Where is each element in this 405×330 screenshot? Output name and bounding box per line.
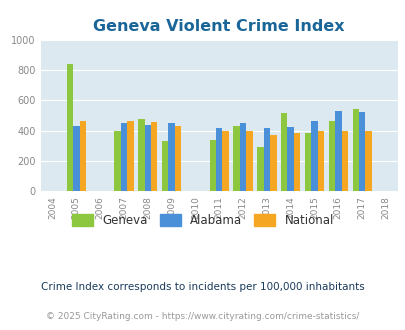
Bar [144, 125, 151, 191]
Bar [222, 131, 228, 191]
Bar [287, 127, 293, 191]
Bar [239, 123, 246, 191]
Bar [317, 131, 323, 191]
Bar [304, 133, 311, 191]
Bar [358, 113, 364, 191]
Bar [233, 126, 239, 191]
Bar [293, 133, 300, 191]
Bar [79, 121, 86, 191]
Bar [66, 64, 73, 191]
Bar [246, 131, 252, 191]
Bar [280, 113, 287, 191]
Bar [120, 123, 127, 191]
Bar [364, 131, 371, 191]
Bar [352, 110, 358, 191]
Bar [334, 111, 341, 191]
Bar [341, 131, 347, 191]
Text: © 2025 CityRating.com - https://www.cityrating.com/crime-statistics/: © 2025 CityRating.com - https://www.city… [46, 312, 359, 321]
Bar [257, 148, 263, 191]
Bar [215, 128, 222, 191]
Bar [209, 140, 215, 191]
Bar [151, 122, 157, 191]
Text: Crime Index corresponds to incidents per 100,000 inhabitants: Crime Index corresponds to incidents per… [41, 282, 364, 292]
Bar [175, 126, 181, 191]
Title: Geneva Violent Crime Index: Geneva Violent Crime Index [93, 19, 344, 34]
Bar [127, 121, 133, 191]
Bar [311, 121, 317, 191]
Bar [328, 121, 334, 191]
Bar [263, 128, 269, 191]
Bar [168, 123, 175, 191]
Bar [114, 131, 120, 191]
Bar [73, 126, 79, 191]
Bar [138, 119, 144, 191]
Bar [162, 141, 168, 191]
Bar [269, 135, 276, 191]
Legend: Geneva, Alabama, National: Geneva, Alabama, National [67, 209, 338, 232]
